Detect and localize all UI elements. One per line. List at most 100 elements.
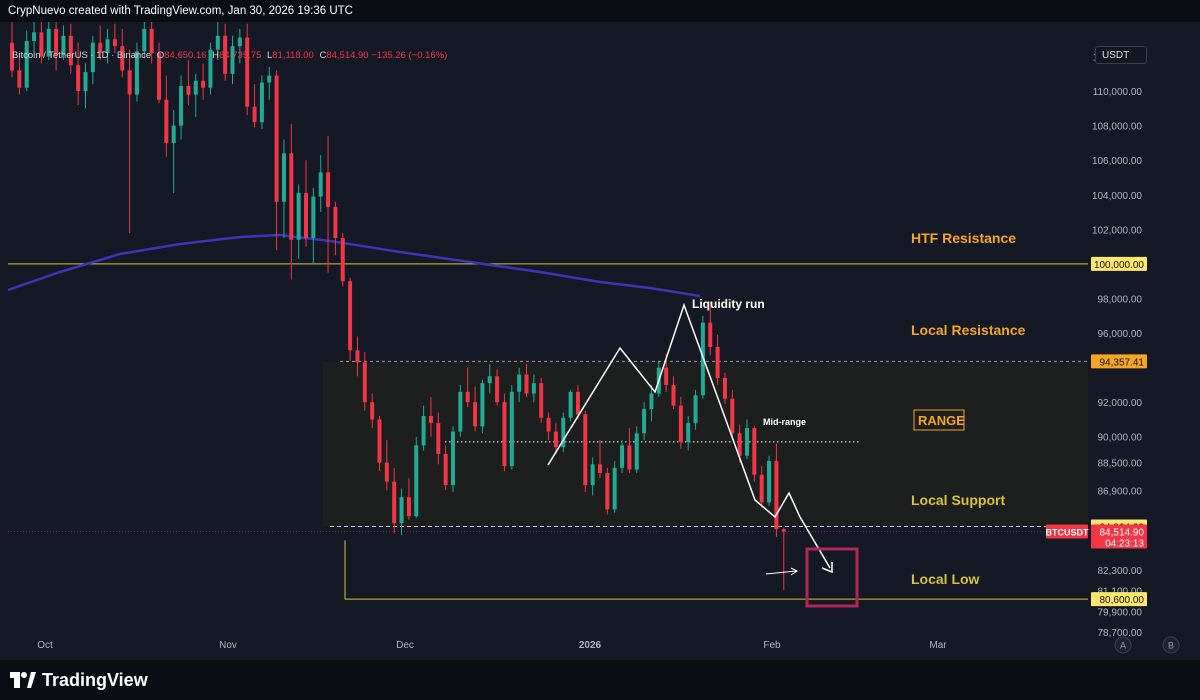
candle[interactable] xyxy=(546,412,551,441)
ticker-tag[interactable] xyxy=(1046,524,1088,539)
current-price-tag[interactable] xyxy=(1091,524,1147,549)
candle[interactable] xyxy=(370,393,375,429)
candle[interactable] xyxy=(487,364,492,394)
candle[interactable] xyxy=(296,184,301,259)
candle[interactable] xyxy=(215,22,220,61)
scale-button[interactable] xyxy=(1114,636,1132,654)
candle[interactable] xyxy=(164,75,169,157)
candle[interactable] xyxy=(105,28,110,64)
candle[interactable] xyxy=(524,364,529,397)
candle[interactable] xyxy=(620,440,625,474)
candle[interactable] xyxy=(458,384,463,437)
candle[interactable] xyxy=(362,352,367,411)
candle[interactable] xyxy=(201,63,206,100)
candle[interactable] xyxy=(54,22,59,71)
candle[interactable] xyxy=(678,396,683,449)
scale-button[interactable] xyxy=(1162,636,1180,654)
candle[interactable] xyxy=(495,369,500,406)
candle[interactable] xyxy=(575,384,580,420)
candle[interactable] xyxy=(414,436,419,518)
candle[interactable] xyxy=(421,405,426,451)
candle[interactable] xyxy=(112,23,117,54)
price-level-tag[interactable] xyxy=(1091,256,1147,271)
candle[interactable] xyxy=(348,277,353,361)
candle[interactable] xyxy=(671,376,676,410)
candle[interactable] xyxy=(237,28,242,64)
tradingview-logo[interactable]: TradingView xyxy=(10,669,148,691)
candle[interactable] xyxy=(531,374,536,403)
candle[interactable] xyxy=(406,478,411,520)
candle[interactable] xyxy=(179,75,184,140)
candle[interactable] xyxy=(509,384,514,470)
symbol-name[interactable]: Bitcoin / TetherUS · 1D · Binance xyxy=(12,50,152,61)
moving-average-line[interactable] xyxy=(7,233,701,298)
candle[interactable] xyxy=(443,445,448,491)
candle[interactable] xyxy=(142,22,147,59)
candle[interactable] xyxy=(245,23,250,116)
price-path-drawing[interactable] xyxy=(547,302,801,519)
candle[interactable] xyxy=(715,334,720,385)
candle[interactable] xyxy=(649,384,654,422)
target-zone-box[interactable] xyxy=(805,547,859,608)
candle[interactable] xyxy=(289,123,294,280)
candle[interactable] xyxy=(326,136,331,273)
candle[interactable] xyxy=(230,35,235,85)
candle[interactable] xyxy=(722,372,727,404)
candle[interactable] xyxy=(781,527,786,591)
candle[interactable] xyxy=(355,336,360,377)
candle[interactable] xyxy=(24,30,29,92)
candle[interactable] xyxy=(598,440,602,479)
candle[interactable] xyxy=(553,422,558,455)
candle[interactable] xyxy=(377,415,382,472)
candle[interactable] xyxy=(186,60,191,105)
candle[interactable] xyxy=(693,390,698,430)
candle[interactable] xyxy=(259,75,264,130)
candle[interactable] xyxy=(642,402,647,441)
candle[interactable] xyxy=(539,377,544,423)
candle[interactable] xyxy=(605,467,610,515)
candle[interactable] xyxy=(193,73,198,118)
candle[interactable] xyxy=(686,415,691,451)
candle[interactable] xyxy=(480,379,485,434)
candle[interactable] xyxy=(98,25,103,61)
candle[interactable] xyxy=(730,390,735,441)
candle[interactable] xyxy=(333,201,338,256)
candle[interactable] xyxy=(281,139,286,239)
candle[interactable] xyxy=(120,28,125,78)
candle[interactable] xyxy=(311,187,316,264)
price-chart[interactable]: HTF Resistance Local Resistance RANGE Mid-r… xyxy=(0,22,1200,660)
candle[interactable] xyxy=(223,23,228,81)
candle[interactable] xyxy=(428,396,433,437)
candle[interactable] xyxy=(384,440,389,491)
candle[interactable] xyxy=(208,42,213,95)
candle[interactable] xyxy=(451,426,455,493)
candle[interactable] xyxy=(83,63,88,109)
candle[interactable] xyxy=(68,23,73,74)
candle[interactable] xyxy=(157,42,161,104)
candle[interactable] xyxy=(590,457,595,496)
candle[interactable] xyxy=(10,22,14,78)
candle[interactable] xyxy=(627,428,632,474)
candle[interactable] xyxy=(502,393,507,472)
candle[interactable] xyxy=(304,160,308,247)
candle[interactable] xyxy=(561,412,566,453)
short-arrow-line[interactable] xyxy=(765,570,797,575)
candle[interactable] xyxy=(473,386,478,432)
candle[interactable] xyxy=(752,426,757,482)
candle[interactable] xyxy=(767,455,772,506)
candle[interactable] xyxy=(745,419,749,460)
candle[interactable] xyxy=(267,66,272,100)
candle[interactable] xyxy=(252,84,257,128)
candle[interactable] xyxy=(171,110,176,194)
candle[interactable] xyxy=(318,155,323,213)
candle[interactable] xyxy=(392,467,397,534)
candle[interactable] xyxy=(774,443,779,537)
projection-arrow-line[interactable] xyxy=(799,516,831,569)
candle[interactable] xyxy=(399,488,404,536)
candle[interactable] xyxy=(127,49,132,233)
candle[interactable] xyxy=(17,53,22,95)
candle[interactable] xyxy=(340,232,345,287)
candle[interactable] xyxy=(583,410,588,493)
candle[interactable] xyxy=(517,367,522,403)
chart-pane[interactable]: HTF Resistance Local Resistance RANGE Mid-r… xyxy=(0,22,1200,660)
